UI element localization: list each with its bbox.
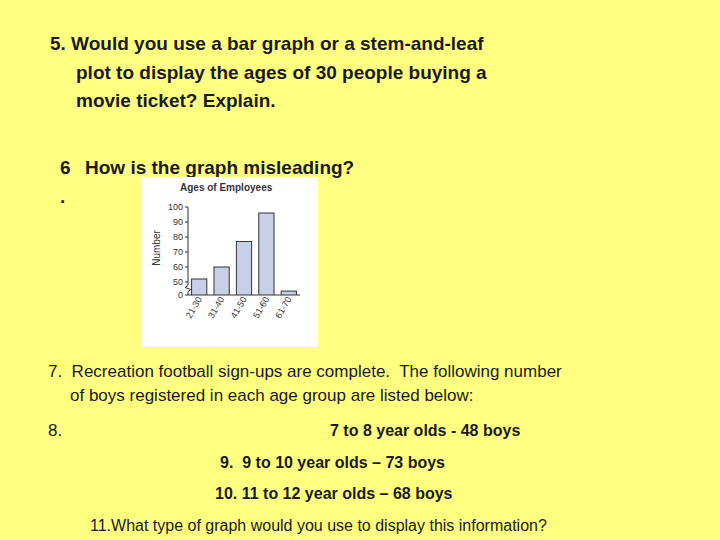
y-axis-label: Number [151,230,162,266]
y-tick [185,222,188,223]
question-8-number: 8. [48,421,62,440]
y-axis-line [188,207,189,286]
question-10-text: 10. 11 to 12 year olds – 68 boys [215,485,453,502]
bars [192,213,297,295]
chart-background [142,177,318,347]
x-tick-label: 51-60 [251,295,271,320]
y-tick [185,207,188,208]
chart: Ages of Employees Number 0 50 60 70 80 90 100 21-… [142,177,318,347]
question-5-line: 5. Would you use a bar graph or a stem-a… [50,33,484,54]
x-tick-label: 31-40 [206,295,226,320]
y-tick [185,282,188,283]
y-tick [185,252,188,253]
bar [259,213,274,295]
y-tick-label: 70 [173,247,183,257]
question-7-line: 7. Recreation football sign-ups are comp… [48,362,562,381]
y-axis-line [188,292,189,296]
axis-break [185,286,191,292]
bar [236,242,251,296]
question-11-text: 11.What type of graph would you use to d… [90,517,547,534]
x-tick-label: 61-70 [273,295,293,320]
y-tick [185,237,188,238]
y-tick-label: 50 [173,277,183,287]
bar [192,279,207,295]
y-tick [185,267,188,268]
chart-title: Ages of Employees [180,182,273,193]
question-9-text: 9. 9 to 10 year olds – 73 boys [220,454,445,471]
y-tick-label: 80 [173,232,183,242]
bar [214,267,229,295]
y-tick-label: 60 [173,262,183,272]
question-6-text: How is the graph misleading? [85,157,354,178]
question-5-line: plot to display the ages of 30 people bu… [76,62,487,83]
question-8-text: 7 to 8 year olds - 48 boys [330,422,520,439]
background [0,0,720,540]
bar [281,291,296,295]
page: 5. Would you use a bar graph or a stem-a… [0,0,720,540]
y-tick [185,295,188,296]
x-tick-label: 21-30 [184,295,204,320]
x-tick-label: 41-50 [229,295,249,320]
y-tick-label: 90 [173,217,183,227]
question-7-line: of boys registered in each age group are… [70,386,474,405]
question-5-line: movie ticket? Explain. [76,90,276,111]
question-6-number: 6 [60,157,71,178]
y-tick-label: 0 [178,290,183,300]
question-6-dot: . [60,186,65,207]
y-tick-label: 100 [168,202,183,212]
